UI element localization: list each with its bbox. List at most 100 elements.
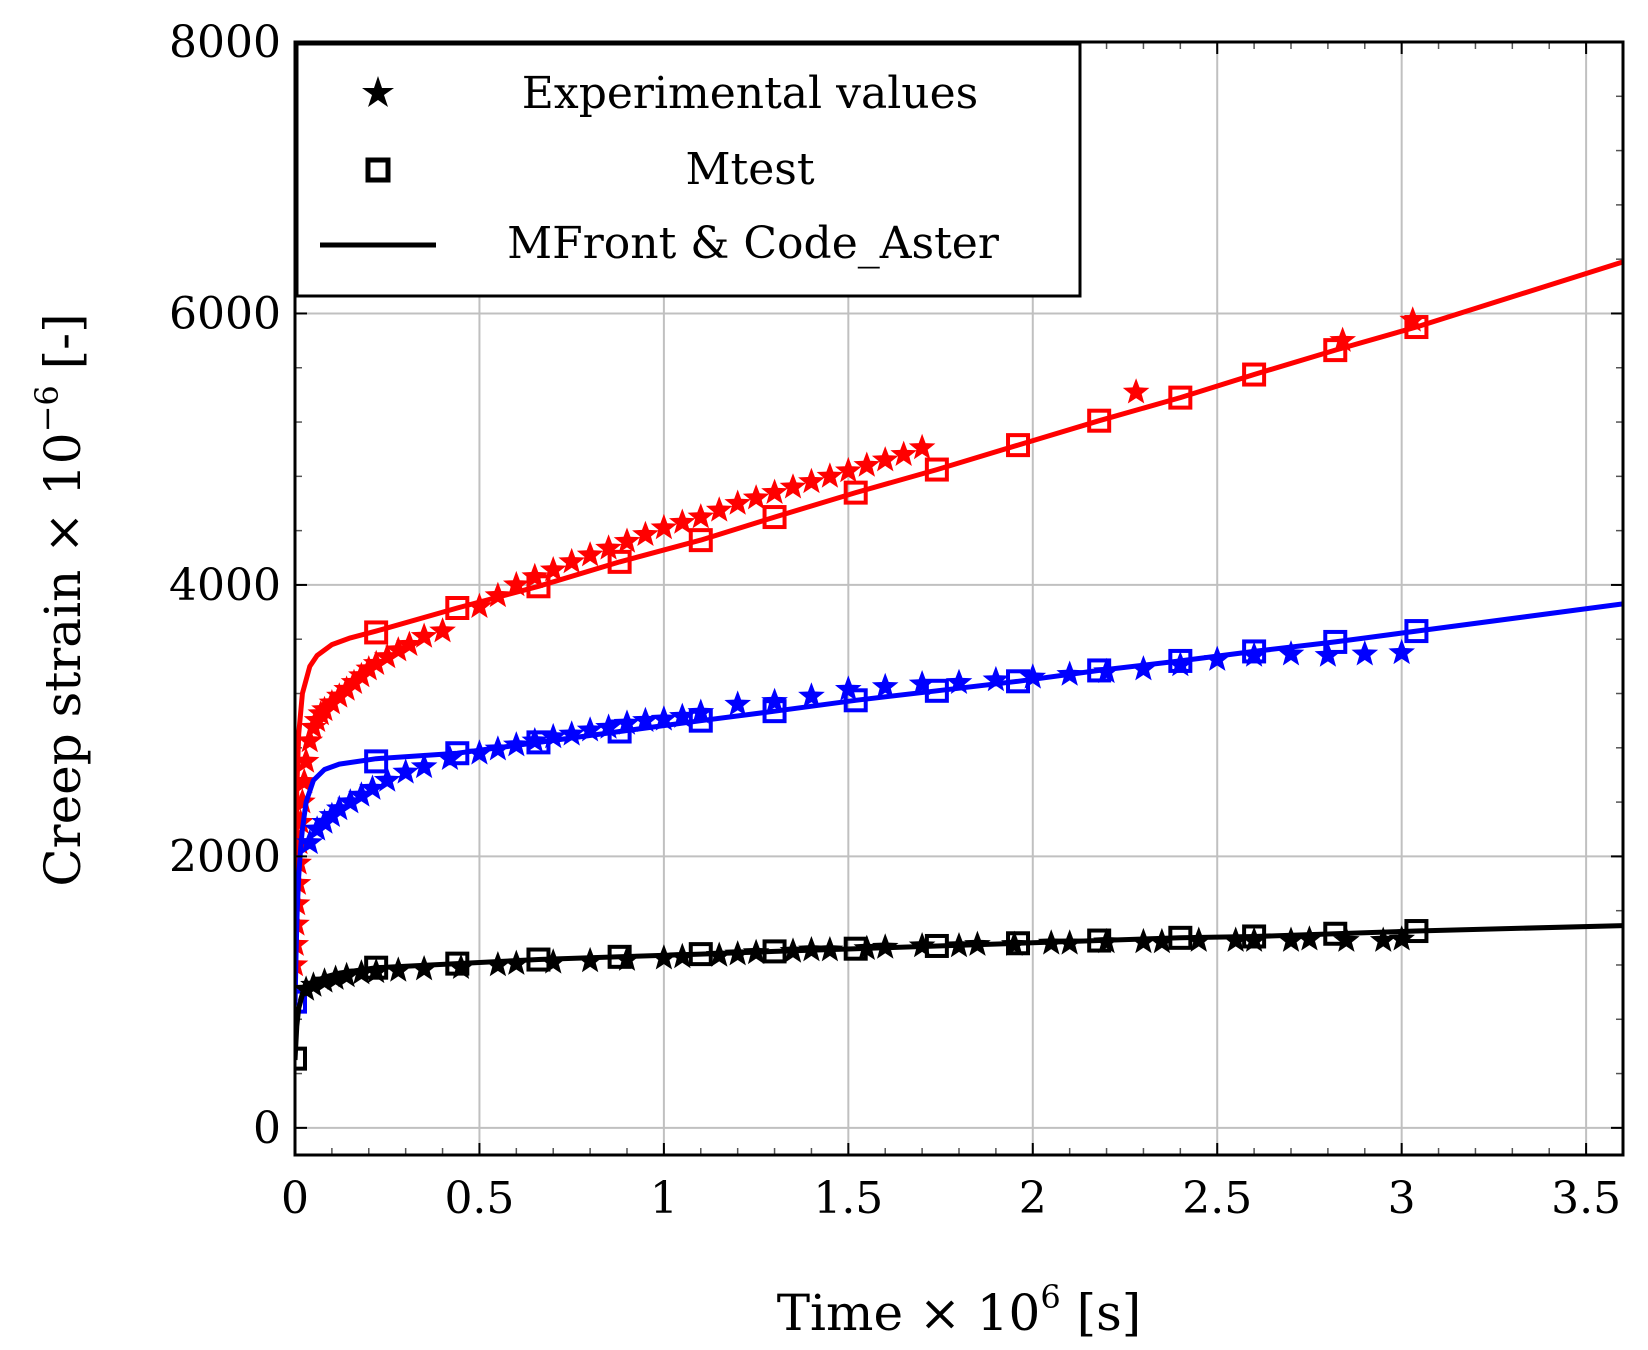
experimental-point-black [613,945,641,971]
experimental-point-red [576,541,604,567]
experimental-point-blue [908,670,936,696]
mtest-point-blue [364,749,389,774]
experimental-point-blue [410,752,438,779]
experimental-point-red [595,534,622,560]
mtest-point-red [445,596,470,621]
experimental-point-red [348,661,375,688]
experimental-point-red [761,478,788,504]
mtest-point-black [295,1046,307,1071]
experimental-point-blue [1019,663,1047,689]
mtest-point-red [843,480,868,505]
plot-series [295,259,1623,1071]
experimental-point-black [1222,926,1249,952]
experimental-point-red [669,508,696,534]
experimental-point-black [908,932,936,958]
experimental-point-blue [1277,640,1305,666]
x-tick-label: 3 [1388,1173,1416,1224]
experimental-point-red [687,503,715,529]
experimental-point-red [429,617,456,643]
mtest-point-black [1242,924,1267,949]
experimental-point-blue [945,668,973,694]
experimental-point-red [326,682,353,708]
experimental-point-blue [558,720,585,746]
mtest-point-black [1404,919,1429,944]
experimental-point-red [362,649,390,675]
experimental-point-red [908,433,936,460]
experimental-point-blue [539,722,567,749]
experimental-point-blue [1388,638,1415,665]
series-red [295,259,1623,993]
series-black [295,919,1623,1071]
x-axis-ticks: 0 0.5 1 1.5 2 2.5 3 3.5 [281,42,1621,1224]
x-axis-title: Time × 106 [s] [777,1278,1142,1342]
y-axis-ticks: 0 2000 4000 6000 8000 [169,17,1623,1154]
experimental-point-blue [1056,660,1083,686]
experimental-point-black [1037,929,1065,955]
experimental-point-black [333,961,360,988]
experimental-point-black [503,949,530,975]
legend-label-model: MFront & Code_Aster [507,218,1000,269]
series-blue [295,601,1623,1014]
experimental-point-blue [1314,641,1342,667]
y-tick-label: 4000 [169,560,281,611]
experimental-point-red [396,630,423,656]
experimental-point-black [300,971,327,997]
experimental-point-red [1122,378,1150,404]
experimental-point-black [779,937,807,963]
mtest-point-blue [924,678,949,703]
experimental-point-blue [1093,657,1120,684]
mtest-point-blue [607,719,632,744]
experimental-point-blue [1130,655,1157,681]
x-axis-title-main: Time × 10 [777,1284,1041,1342]
x-tick-label: 1 [650,1173,678,1224]
experimental-point-red [484,581,512,608]
experimental-point-red [632,520,659,546]
experimental-point-black [798,936,825,962]
experimental-point-black [816,936,844,962]
experimental-point-black [484,951,512,977]
x-tick-label: 1.5 [813,1173,883,1224]
y-tick-label: 0 [253,1103,281,1154]
experimental-point-black [539,948,567,974]
experimental-point-blue [669,702,696,728]
legend-star-icon [362,76,394,107]
experimental-point-blue [311,808,338,834]
mtest-point-blue [295,989,307,1014]
experimental-point-red [466,592,493,618]
experimental-point-red [724,489,751,515]
y-tick-label: 6000 [169,288,281,339]
y-axis-title-unit: [-] [34,313,92,385]
experimental-point-red [355,655,383,681]
mtest-point-red [688,528,713,553]
experimental-point-black [1056,929,1083,955]
experimental-point-blue [1167,651,1194,677]
experimental-point-black [1093,927,1120,954]
experimental-point-red [410,622,438,648]
mtest-point-red [607,549,632,574]
experimental-point-blue [303,815,331,841]
experimental-point-red [539,556,567,582]
mtest-point-red [1087,408,1112,433]
experimental-point-black [385,956,412,982]
experimental-point-blue [466,739,493,765]
mtest-point-blue [1087,658,1112,683]
mtest-point-red [762,505,787,530]
mtest-point-red [924,457,949,482]
experimental-point-blue [798,682,825,708]
mtest-point-black [924,933,949,958]
mtest-point-black [607,944,632,969]
y-axis-title: Creep strain × 10−6 [-] [28,313,92,886]
y-axis-title-main: Creep strain × 10 [34,432,92,886]
experimental-point-red [558,547,585,574]
mtest-point-red [1242,362,1267,387]
experimental-point-black [871,933,899,959]
experimental-point-black [742,938,770,965]
legend: Experimental values Mtest MFront & Code_… [295,42,1082,298]
experimental-point-blue [632,706,659,732]
mtest-point-blue [526,730,551,755]
experimental-point-red [295,747,320,773]
experimental-point-blue [296,828,324,855]
x-axis-title-unit: [s] [1061,1284,1142,1342]
experimental-point-red [816,462,844,488]
